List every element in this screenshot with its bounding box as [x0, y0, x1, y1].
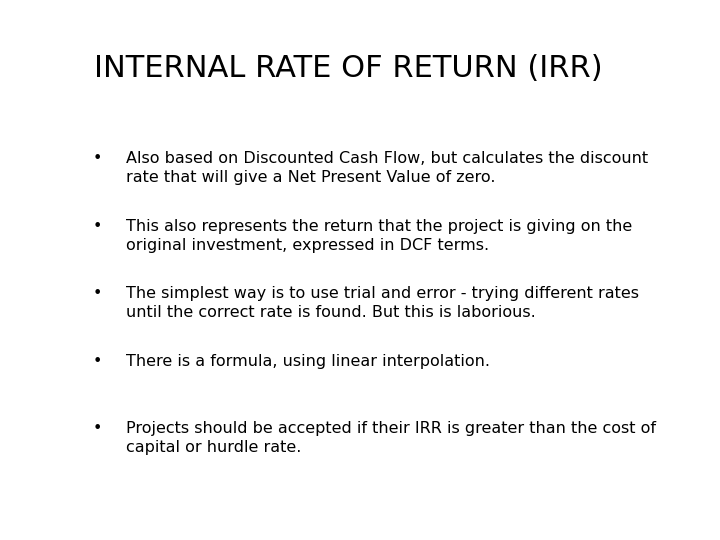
Text: •: • [92, 219, 102, 234]
Text: This also represents the return that the project is giving on the
original inves: This also represents the return that the… [126, 219, 632, 253]
Text: •: • [92, 354, 102, 369]
Text: •: • [92, 151, 102, 166]
Text: •: • [92, 286, 102, 301]
Text: Projects should be accepted if their IRR is greater than the cost of
capital or : Projects should be accepted if their IRR… [126, 421, 656, 455]
Text: Also based on Discounted Cash Flow, but calculates the discount
rate that will g: Also based on Discounted Cash Flow, but … [126, 151, 648, 185]
Text: INTERNAL RATE OF RETURN (IRR): INTERNAL RATE OF RETURN (IRR) [94, 54, 602, 83]
Text: •: • [92, 421, 102, 436]
Text: There is a formula, using linear interpolation.: There is a formula, using linear interpo… [126, 354, 490, 369]
Text: The simplest way is to use trial and error - trying different rates
until the co: The simplest way is to use trial and err… [126, 286, 639, 320]
